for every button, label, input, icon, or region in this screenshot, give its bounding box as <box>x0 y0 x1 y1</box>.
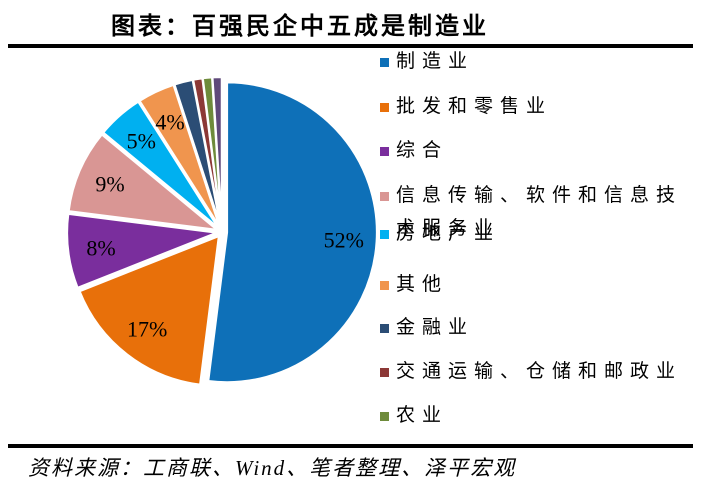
pie-percent-label-1: 17% <box>127 316 167 341</box>
source-note: 资料来源：工商联、Wind、笔者整理、泽平宏观 <box>28 456 517 480</box>
pie-slice-3 <box>67 133 219 232</box>
pie-percent-label-5: 4% <box>155 110 184 135</box>
pie-slice-1 <box>78 234 221 386</box>
pie-percent-label-3: 9% <box>95 172 124 197</box>
pie-percent-label-2: 8% <box>86 235 115 260</box>
pie-slice-0 <box>207 81 379 384</box>
pie-slice-4 <box>102 100 220 230</box>
pie-slice-9 <box>211 75 223 229</box>
pie-slice-2 <box>65 212 219 289</box>
pie-percent-label-4: 5% <box>127 129 156 154</box>
top-divider <box>8 44 693 48</box>
bottom-divider <box>8 444 693 448</box>
page-title: 图表：百强民企中五成是制造业 <box>111 14 489 40</box>
pie-percent-label-0: 52% <box>324 228 364 253</box>
